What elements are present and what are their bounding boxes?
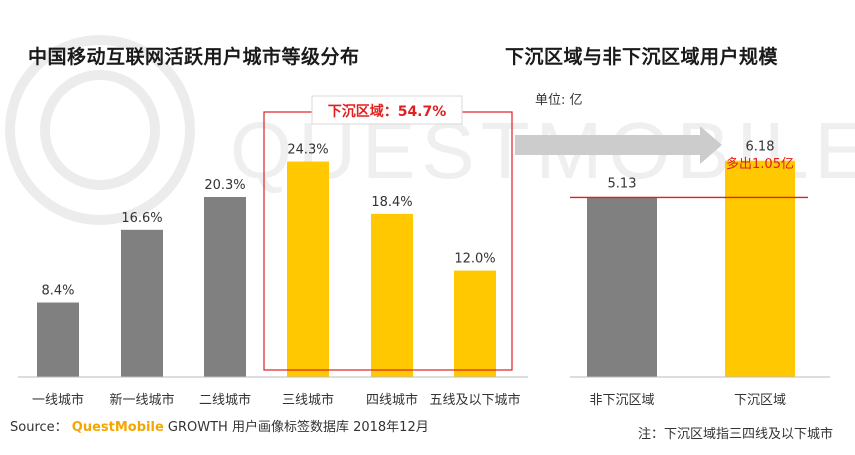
left-category-label-0: 一线城市 xyxy=(32,392,84,408)
right-value-label-1: 6.18 xyxy=(746,140,775,155)
left-category-label-3: 三线城市 xyxy=(282,392,334,408)
left-bar-5 xyxy=(454,270,496,377)
transition-arrow xyxy=(515,126,722,164)
right-bar-0 xyxy=(587,197,657,377)
left-value-label-5: 12.0% xyxy=(454,252,495,267)
right-bar-1 xyxy=(725,160,795,377)
left-chart-title: 中国移动互联网活跃用户城市等级分布 xyxy=(28,46,360,68)
right-category-label-0: 非下沉区域 xyxy=(589,393,654,408)
left-value-label-2: 20.3% xyxy=(204,178,245,193)
sinking-region-label: 下沉区域：54.7% xyxy=(328,103,447,120)
right-category-label-1: 下沉区域 xyxy=(734,393,786,408)
left-value-label-1: 16.6% xyxy=(121,211,162,226)
left-bar-0 xyxy=(37,302,79,377)
brand-name: QuestMobile xyxy=(71,420,164,435)
left-category-label-4: 四线城市 xyxy=(366,392,418,408)
left-bar-1 xyxy=(121,229,163,377)
left-value-label-4: 18.4% xyxy=(371,195,412,210)
source-text: GROWTH 用户画像标签数据库 2018年12月 xyxy=(167,420,429,435)
right-value-label-0: 5.13 xyxy=(608,176,637,191)
footer-note: 注：下沉区域指三四线及以下城市 xyxy=(637,427,833,442)
left-bar-3 xyxy=(287,161,329,377)
sinking-region-label-box xyxy=(311,95,463,125)
left-bar-4 xyxy=(371,213,413,377)
left-category-label-2: 二线城市 xyxy=(199,392,251,408)
difference-annotation: 多出1.05亿 xyxy=(726,156,794,172)
left-category-label-5: 五线及以下城市 xyxy=(429,392,520,408)
left-category-label-1: 新一线城市 xyxy=(109,392,174,408)
left-value-label-3: 24.3% xyxy=(287,143,328,158)
source-prefix: Source： xyxy=(10,420,68,435)
footer-source: Source： QuestMobile GROWTH 用户画像标签数据库 201… xyxy=(10,416,429,435)
right-unit-label: 单位: 亿 xyxy=(535,93,583,108)
right-chart-title: 下沉区域与非下沉区域用户规模 xyxy=(505,46,779,68)
left-bar-2 xyxy=(204,197,246,377)
left-value-label-0: 8.4% xyxy=(41,284,74,299)
